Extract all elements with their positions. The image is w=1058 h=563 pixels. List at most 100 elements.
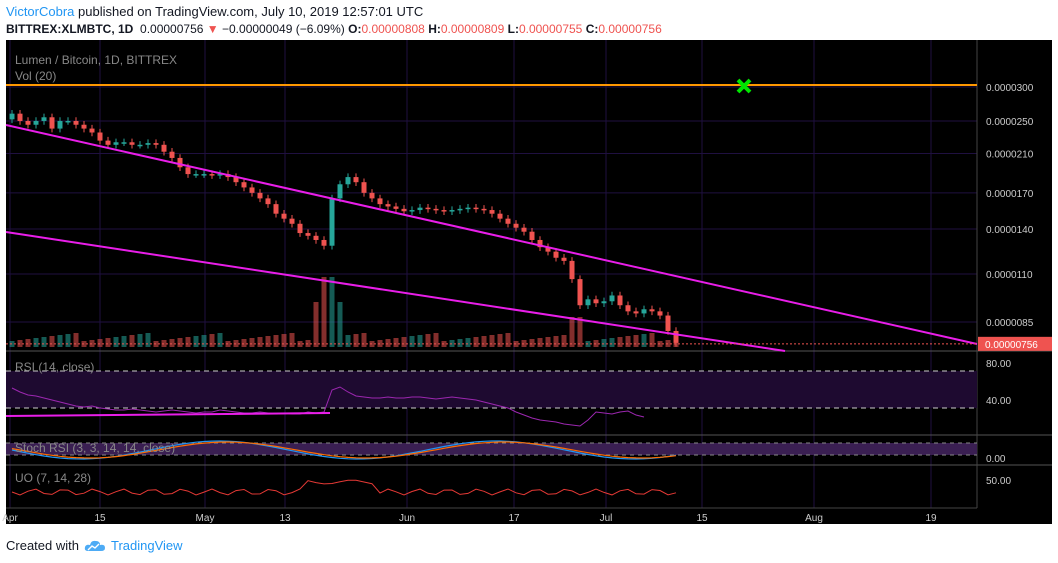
- volume-bar: [217, 333, 223, 347]
- candle-body: [385, 204, 391, 207]
- candle-body: [617, 295, 623, 306]
- volume-bar: [265, 336, 271, 347]
- chart-area[interactable]: 0.00000756 0.00003000.00002500.00002100.…: [0, 40, 1058, 526]
- volume-bar: [49, 336, 55, 347]
- volume-bar: [401, 337, 407, 347]
- candle-body: [489, 210, 495, 214]
- open-value: 0.00000808: [361, 22, 425, 36]
- time-tick-label: Jul: [600, 513, 613, 524]
- volume-bar: [641, 334, 647, 347]
- current-price-label: 0.00000756: [985, 340, 1038, 351]
- price-tick-label: 0.0000140: [986, 225, 1034, 236]
- current-price-badge: [978, 336, 1052, 351]
- candle-body: [553, 251, 559, 258]
- price-tick-label: 0.0000170: [986, 189, 1034, 200]
- time-tick-label: 19: [925, 513, 937, 524]
- volume-bar: [273, 335, 279, 347]
- channel-upper-line: [5, 124, 978, 345]
- volume-bar: [337, 302, 343, 347]
- volume-bar: [353, 334, 359, 347]
- volume-bar: [41, 337, 47, 347]
- candle-body: [129, 142, 135, 145]
- volume-bar: [577, 317, 583, 347]
- axes: 0.0000300 0.0000250 0.0000210 0.0000170 0.00…: [2, 83, 1033, 524]
- candle-body: [17, 113, 23, 121]
- volume-bar: [481, 336, 487, 347]
- candle-body: [425, 207, 431, 210]
- candle-body: [601, 301, 607, 304]
- volume-bar: [289, 333, 295, 347]
- price-tick-label: 0.0000250: [986, 117, 1034, 128]
- volume-bar: [65, 334, 71, 347]
- rsi-band: [6, 371, 977, 408]
- volume-bars: [9, 277, 679, 347]
- candle-body: [665, 315, 671, 331]
- uo-tick-label: 50.00: [986, 476, 1011, 487]
- volume-bar: [121, 336, 127, 347]
- candle-body: [337, 184, 343, 199]
- candle-body: [249, 187, 255, 193]
- symbol-label: BITTREX:XLMBTC, 1D: [6, 22, 134, 36]
- candle-body: [433, 208, 439, 211]
- candle-body: [169, 151, 175, 158]
- stoch-d-line: [11, 441, 677, 459]
- candle-body: [273, 204, 279, 214]
- volume-bar: [169, 339, 175, 347]
- candle-body: [401, 208, 407, 212]
- volume-bar: [505, 333, 511, 347]
- close-label: C:: [585, 22, 599, 36]
- volume-bar: [649, 333, 655, 347]
- volume-bar: [73, 333, 79, 347]
- volume-bar: [113, 337, 119, 347]
- chart-title: Lumen / Bitcoin, 1D, BITTREX: [15, 53, 177, 67]
- candle-body: [481, 208, 487, 211]
- candle-body: [217, 174, 223, 176]
- candle-body: [105, 140, 111, 145]
- candle-body: [209, 174, 215, 176]
- candle-body: [257, 192, 263, 199]
- tradingview-cloud-icon: [84, 540, 105, 551]
- volume-bar: [609, 338, 615, 347]
- candle-body: [657, 311, 663, 316]
- candle-body: [137, 144, 143, 147]
- volume-bar: [57, 335, 63, 347]
- candle-body: [153, 143, 159, 145]
- candle-body: [25, 120, 31, 125]
- time-tick-label: Jun: [399, 513, 415, 524]
- volume-bar: [385, 339, 391, 347]
- candle-body: [593, 299, 599, 304]
- volume-bar: [569, 317, 575, 347]
- candle-body: [377, 198, 383, 205]
- volume-bar: [473, 337, 479, 347]
- volume-bar: [561, 335, 567, 347]
- candle-body: [281, 213, 287, 219]
- high-value: 0.00000809: [440, 22, 505, 36]
- candle-body: [441, 210, 447, 212]
- candle-body: [121, 142, 127, 144]
- candle-body: [537, 239, 543, 248]
- candle-body: [97, 132, 103, 141]
- price-tick-label: 0.0000110: [986, 270, 1033, 281]
- candle-body: [41, 117, 47, 121]
- stoch-band: [6, 443, 977, 455]
- candle-body: [321, 239, 327, 246]
- volume-bar: [241, 339, 247, 347]
- tradingview-link[interactable]: TradingView: [110, 538, 183, 553]
- high-label: H:: [428, 22, 441, 36]
- target-x-marker: [736, 78, 752, 94]
- volume-bar: [281, 334, 287, 347]
- candle-body: [609, 295, 615, 302]
- volume-bar: [497, 334, 503, 347]
- volume-bar: [417, 335, 423, 347]
- volume-bar: [313, 302, 319, 347]
- candle-body: [529, 231, 535, 240]
- stoch-label: Stoch RSI (3, 3, 14, 14, close): [15, 441, 175, 455]
- author-link[interactable]: VictorCobra: [6, 4, 75, 19]
- candle-body: [193, 174, 199, 176]
- ohlc-line: BITTREX:XLMBTC, 1D 0.00000756 ▼ −0.00000…: [6, 22, 662, 36]
- candle-body: [393, 206, 399, 209]
- grid-lines: [6, 40, 977, 508]
- candle-body: [57, 120, 63, 129]
- candle-body: [241, 182, 247, 188]
- volume-bar: [361, 333, 367, 347]
